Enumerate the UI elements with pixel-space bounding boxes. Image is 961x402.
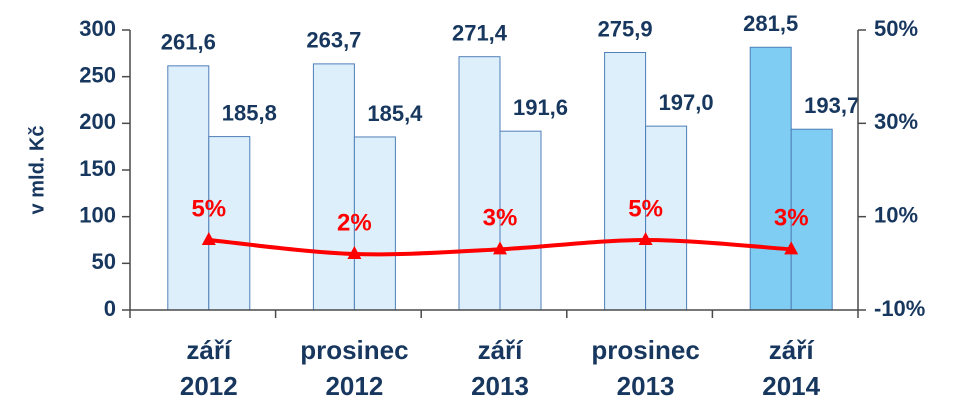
x-tick-label: 2012 xyxy=(180,371,238,401)
line-value-label: 3% xyxy=(774,205,809,232)
bar-value-label: 281,5 xyxy=(743,11,798,36)
y-tick-label: 100 xyxy=(79,202,116,227)
bar xyxy=(604,51,647,311)
bar xyxy=(167,65,210,311)
bar-value-label: 191,6 xyxy=(513,95,568,120)
line-marker xyxy=(493,241,507,255)
y-tick-label: 0 xyxy=(104,296,116,321)
y-tick-label: 300 xyxy=(79,16,116,41)
x-tick-label: prosinec xyxy=(591,335,699,365)
bar-value-label: 193,7 xyxy=(804,93,859,118)
bar-value-label: 261,6 xyxy=(161,30,216,55)
y-tick-label: 150 xyxy=(79,156,116,181)
x-tick-label: 2012 xyxy=(325,371,383,401)
line-value-label: 2% xyxy=(337,209,372,236)
x-tick-label: září xyxy=(478,335,524,365)
y2-tick-label: -10% xyxy=(874,296,925,321)
line-value-label: 3% xyxy=(483,205,518,232)
bar xyxy=(645,125,688,311)
x-tick-label: 2014 xyxy=(762,371,820,401)
y-tick-label: 200 xyxy=(79,109,116,134)
y-axis-label: v mld. Kč xyxy=(26,126,48,215)
x-tick-label: 2013 xyxy=(471,371,529,401)
y2-tick-label: 10% xyxy=(874,202,918,227)
line-marker xyxy=(638,232,653,245)
bar-value-label: 271,4 xyxy=(452,21,508,46)
y2-tick-label: 30% xyxy=(874,109,918,134)
bar xyxy=(312,63,355,311)
x-tick-label: září xyxy=(769,335,815,365)
y-tick-label: 50 xyxy=(92,249,116,274)
y-tick-label: 250 xyxy=(79,62,116,87)
bar xyxy=(499,130,542,311)
bar xyxy=(353,136,396,311)
x-tick-label: září xyxy=(186,335,232,365)
x-tick-label: 2013 xyxy=(617,371,675,401)
bar xyxy=(790,128,833,311)
line-marker xyxy=(347,246,362,259)
bar xyxy=(208,136,251,311)
bar xyxy=(749,46,792,311)
line-value-label: 5% xyxy=(628,195,663,222)
bar-value-label: 275,9 xyxy=(598,16,653,41)
line-marker xyxy=(201,232,216,245)
bar-value-label: 197,0 xyxy=(659,90,714,115)
x-tick-label: prosinec xyxy=(300,335,408,365)
bar-value-label: 185,4 xyxy=(367,101,423,126)
line-marker xyxy=(784,241,799,255)
bar-value-label: 185,8 xyxy=(222,100,277,125)
line-value-label: 5% xyxy=(191,195,226,222)
y2-tick-label: 50% xyxy=(874,16,918,41)
bar-value-label: 263,7 xyxy=(306,28,361,53)
bar xyxy=(458,56,501,311)
